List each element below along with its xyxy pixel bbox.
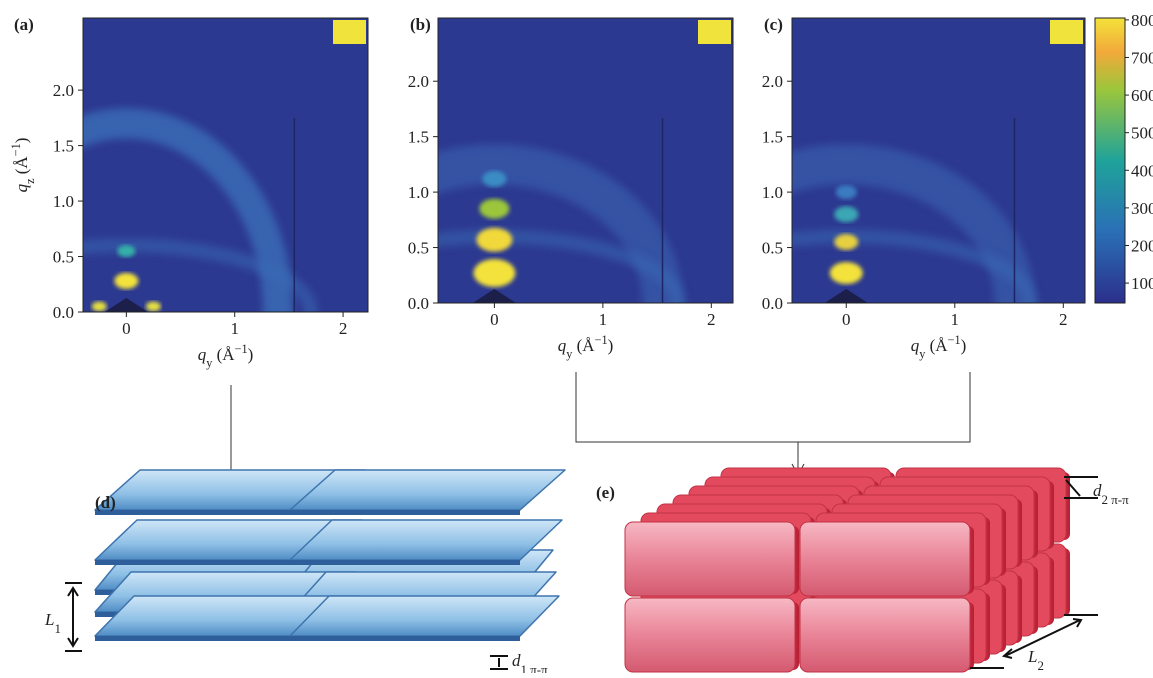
heatmap-spot (114, 273, 138, 289)
label-part: −1 (948, 333, 961, 347)
colorbar (1095, 18, 1125, 303)
colorbar-tick-label: 500 (1131, 124, 1153, 143)
label-part: L (1027, 647, 1037, 666)
panel-label: (e) (596, 483, 615, 502)
rich-label: d1 π-π (512, 651, 548, 673)
red-block (625, 598, 795, 672)
red-block (625, 522, 795, 596)
blue-plate-edge (290, 560, 520, 565)
label-part: 2 π-π (1102, 492, 1130, 507)
y-tick-label: 0.5 (762, 239, 783, 258)
blue-plate-edge (95, 510, 320, 515)
heatmap-spot (92, 301, 107, 311)
label-part: −1 (595, 333, 608, 347)
arrow (576, 372, 970, 442)
y-tick-label: 0.0 (53, 303, 74, 322)
y-tick-label: 2.0 (762, 72, 783, 91)
rich-label: L2 (1027, 647, 1044, 673)
label-part: 1 (54, 621, 60, 636)
blue-plate (290, 596, 559, 636)
heatmap-spot (479, 199, 509, 219)
saturated-square (333, 20, 366, 44)
x-tick-label: 2 (1059, 310, 1068, 329)
y-tick-label: 0.0 (408, 294, 429, 313)
x-tick-label: 2 (707, 310, 716, 329)
y-tick-label: 0.5 (53, 248, 74, 267)
x-tick-label: 1 (599, 310, 608, 329)
schematic-e (625, 468, 1070, 672)
panel-label: (b) (410, 15, 431, 34)
y-tick-label: 1.0 (762, 183, 783, 202)
heatmap-spot (830, 262, 863, 284)
panel-label: (d) (95, 493, 116, 512)
schematic-d (95, 470, 565, 641)
label-part: −1 (9, 143, 23, 156)
rich-label: qy (Å−1) (198, 342, 254, 370)
y-tick-label: 1.5 (408, 128, 429, 147)
label-part: ) (12, 138, 31, 144)
blue-plate-edge (290, 636, 520, 641)
label-part: −1 (235, 342, 248, 356)
heatmap-spot (836, 185, 857, 199)
label-part: (Å (212, 345, 235, 364)
label-part: ) (961, 336, 967, 355)
blue-plate-edge (290, 510, 520, 515)
colorbar-tick-label: 600 (1131, 86, 1153, 105)
x-tick-label: 1 (951, 310, 960, 329)
panel-label: (c) (764, 15, 783, 34)
red-block (800, 598, 970, 672)
y-tick-label: 1.0 (408, 183, 429, 202)
label-part: ) (248, 345, 254, 364)
rich-label: qy (Å−1) (911, 333, 967, 361)
colorbar-tick-label: 300 (1131, 199, 1153, 218)
rich-label: qz (Å−1) (9, 138, 37, 193)
colorbar-tick-label: 700 (1131, 48, 1153, 67)
x-tick-label: 0 (842, 310, 851, 329)
x-tick-label: 2 (339, 319, 348, 338)
label-part: (Å (12, 156, 31, 179)
y-tick-label: 2.0 (53, 81, 74, 100)
colorbar-tick-label: 100 (1131, 274, 1153, 293)
panel-label: (a) (14, 15, 34, 34)
heatmap-spot (117, 245, 135, 257)
label-part: (Å (925, 336, 948, 355)
colorbar-tick-label: 800 (1131, 11, 1153, 30)
x-tick-label: 0 (122, 319, 131, 338)
label-part: 1 π-π (521, 662, 549, 674)
colorbar-tick-label: 400 (1131, 161, 1153, 180)
heatmap-spot (476, 228, 512, 252)
dimension (65, 583, 82, 651)
y-tick-label: 1.5 (53, 137, 74, 156)
heatmap-spot (146, 301, 161, 311)
blue-plate-edge (95, 560, 320, 565)
y-tick-label: 1.0 (53, 192, 74, 211)
heatmap-spot (834, 206, 858, 222)
y-tick-label: 0.5 (408, 239, 429, 258)
label-part: (Å (572, 336, 595, 355)
saturated-square (1050, 20, 1083, 44)
saturated-square (698, 20, 731, 44)
colorbar-tick-label: 200 (1131, 236, 1153, 255)
heatmap-spot (473, 259, 515, 287)
label-part: ) (608, 336, 614, 355)
figure: (a) 0 1 2 0.0 0.5 1.0 1.5 2.0 qy (Å−1) qz (Å−1) (b)… (0, 0, 1153, 673)
label-part: L (44, 610, 54, 629)
x-tick-label: 1 (230, 319, 239, 338)
rich-label: L1 (44, 610, 61, 636)
y-tick-label: 2.0 (408, 72, 429, 91)
blue-plate (290, 470, 565, 510)
blue-plate (290, 520, 562, 560)
heatmap (310, 18, 733, 442)
label-part: 2 (1037, 658, 1043, 673)
x-tick-label: 0 (490, 310, 499, 329)
y-tick-label: 0.0 (762, 294, 783, 313)
heatmap-spot (482, 171, 506, 187)
dimension (490, 656, 508, 669)
y-tick-label: 1.5 (762, 128, 783, 147)
blue-plate-edge (95, 636, 320, 641)
rich-label: d2 π-π (1093, 481, 1129, 507)
red-block (800, 522, 970, 596)
rich-label: qy (Å−1) (558, 333, 614, 361)
heatmap-spot (834, 234, 858, 250)
